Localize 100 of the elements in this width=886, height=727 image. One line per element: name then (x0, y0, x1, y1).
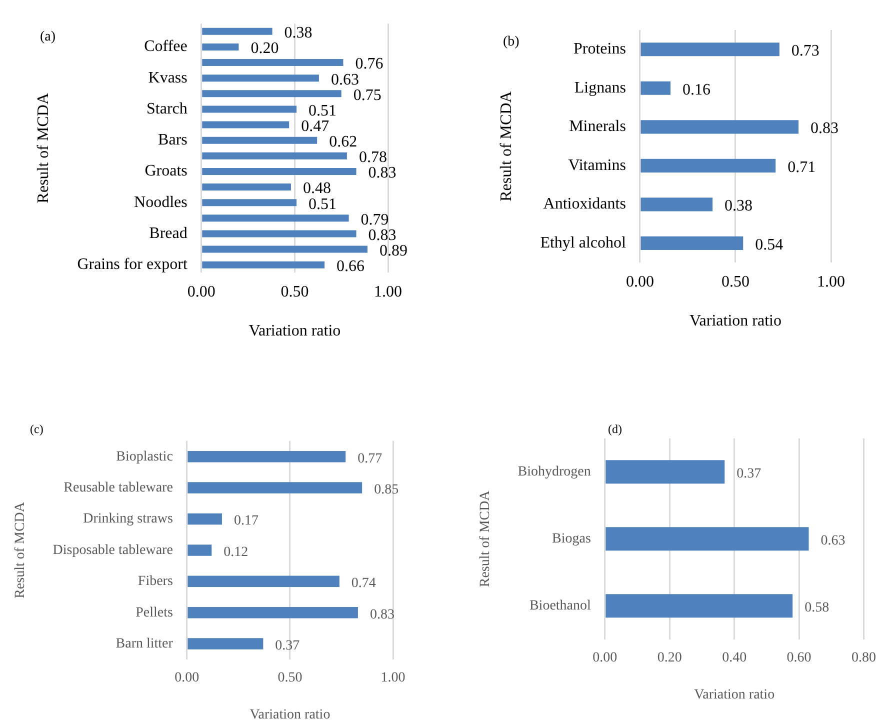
x-tick-label: 0.00 (592, 650, 618, 666)
y-tick-label: Vitamins (568, 156, 626, 174)
data-label: 0.37 (736, 466, 762, 482)
bar (202, 74, 319, 82)
x-tick-label: 0.50 (280, 283, 309, 300)
x-axis-title: Variation ratio (689, 312, 782, 330)
x-tick-label: 0.60 (786, 650, 812, 666)
y-axis-title: Result of MCDA (498, 90, 515, 202)
x-tick-label: 1.00 (817, 273, 845, 290)
data-label: 0.38 (284, 24, 312, 42)
x-tick-label: 1.00 (380, 670, 406, 686)
x-tick-label: 0.50 (278, 670, 302, 686)
bar (188, 482, 362, 494)
data-label: 0.12 (224, 544, 248, 560)
y-tick-label: Antioxidants (543, 196, 626, 213)
y-tick-label: Bars (158, 132, 188, 149)
x-axis-title: Variation ratio (248, 322, 341, 340)
y-tick-label: Pellets (136, 605, 173, 620)
y-tick-label: Bioethanol (529, 598, 592, 614)
y-axis-title: Result of MCDA (34, 92, 52, 204)
data-label: 0.17 (234, 514, 258, 529)
bar (640, 236, 744, 250)
bar (188, 544, 212, 556)
y-tick-label: Minerals (569, 118, 626, 136)
bar (202, 230, 356, 238)
data-label: 0.48 (302, 180, 331, 198)
bar (202, 152, 347, 160)
bar (188, 450, 346, 462)
bar (640, 158, 776, 172)
y-tick-label: Lignans (574, 79, 626, 96)
bar (640, 42, 780, 56)
data-label: 0.79 (360, 211, 389, 228)
data-label: 0.54 (755, 236, 784, 254)
x-axis-title: Variation ratio (694, 687, 775, 702)
data-label: 0.51 (308, 102, 337, 120)
bar (202, 246, 368, 253)
data-label: 0.75 (353, 86, 382, 104)
x-tick-label: 0.50 (721, 273, 750, 290)
y-tick-label: Groats (144, 162, 188, 180)
data-label: 0.47 (301, 118, 330, 135)
data-label: 0.38 (724, 198, 753, 215)
y-tick-label: Coffee (144, 38, 188, 56)
data-label: 0.74 (351, 576, 376, 592)
data-label: 0.78 (358, 149, 387, 166)
y-tick-label: Grains for export (77, 256, 188, 274)
data-label: 0.71 (788, 158, 816, 176)
data-label: 0.20 (250, 40, 279, 58)
bar (202, 106, 297, 113)
bar (188, 606, 358, 618)
text: (c) (30, 422, 44, 436)
bar (202, 199, 297, 206)
bar (202, 214, 349, 222)
x-tick-label: 0.20 (657, 650, 682, 666)
x-tick-label: 0.40 (722, 650, 747, 666)
x-tick-label: 0.00 (174, 670, 200, 686)
data-label: 0.66 (336, 258, 365, 276)
data-label: 0.51 (308, 196, 337, 213)
text: (a) (40, 30, 56, 45)
bar (202, 121, 290, 128)
y-tick-label: Kvass (148, 69, 188, 86)
data-label: 0.83 (370, 607, 394, 622)
y-axis-title: Result of MCDA (13, 501, 28, 598)
y-tick-label: Barn litter (116, 636, 174, 652)
y-tick-label: Biogas (552, 532, 591, 547)
y-tick-label: Proteins (574, 40, 626, 58)
bar (640, 81, 671, 95)
bar (202, 28, 272, 35)
data-label: 0.62 (329, 134, 358, 151)
bar (188, 513, 222, 525)
bar (202, 43, 239, 50)
data-label: 0.83 (368, 226, 396, 244)
bar (640, 120, 799, 134)
data-label: 0.83 (810, 120, 839, 138)
data-label: 0.16 (682, 81, 711, 98)
y-tick-label: Starch (146, 100, 188, 118)
y-tick-label: Drinking straws (83, 512, 173, 527)
bar (188, 576, 340, 588)
text: (d) (608, 422, 622, 436)
data-label: 0.76 (355, 56, 384, 73)
data-label: 0.58 (804, 600, 830, 616)
bar (202, 136, 318, 144)
y-tick-label: Bioplastic (116, 449, 173, 464)
data-label: 0.73 (791, 42, 820, 60)
text: (b) (503, 34, 520, 50)
data-label: 0.83 (368, 164, 396, 182)
x-tick-label: 0.80 (852, 650, 876, 666)
bar (202, 59, 344, 66)
y-tick-label: Biohydrogen (518, 464, 591, 480)
x-tick-label: 0.00 (626, 273, 654, 290)
data-label: 0.85 (374, 482, 399, 498)
bar (202, 261, 325, 268)
x-tick-label: 0.00 (187, 283, 216, 300)
y-tick-label: Disposable tableware (52, 542, 173, 558)
y-tick-label: Reusable tableware (64, 480, 173, 496)
bar (202, 184, 291, 191)
bar (606, 460, 725, 484)
data-label: 0.63 (330, 71, 359, 88)
data-label: 0.37 (275, 638, 300, 654)
data-label: 0.89 (379, 242, 408, 260)
data-label: 0.77 (358, 451, 382, 466)
